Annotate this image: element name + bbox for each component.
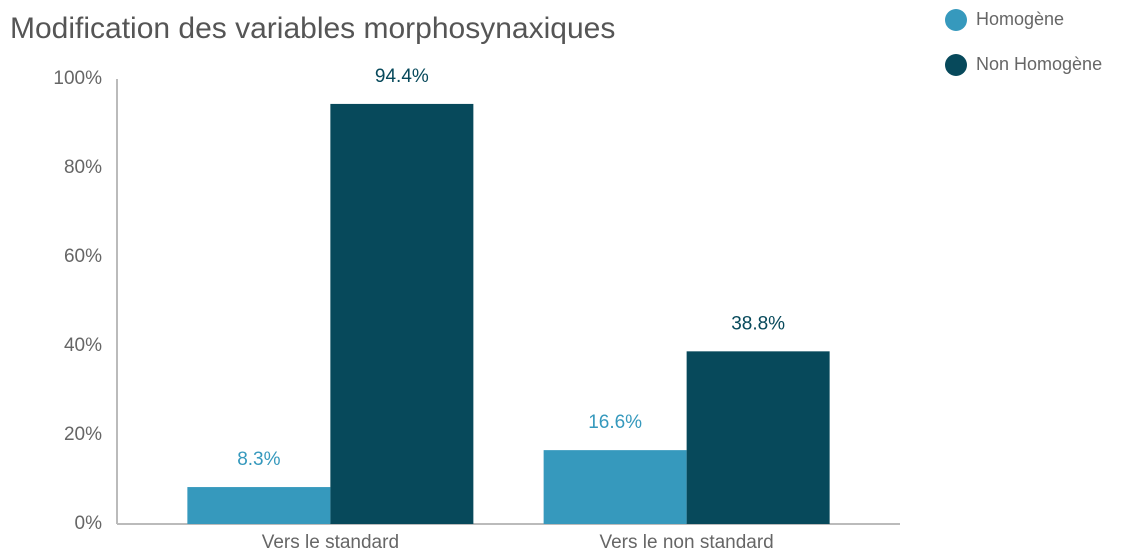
legend-marker <box>945 9 967 31</box>
chart-title: Modification des variables morphosynaxiq… <box>10 12 615 45</box>
legend-marker <box>945 54 967 76</box>
bar <box>543 450 687 524</box>
bar <box>187 487 331 524</box>
value-label: 16.6% <box>588 412 642 433</box>
value-label: 94.4% <box>375 66 429 87</box>
y-tick-label: 80% <box>64 157 102 178</box>
x-tick-label: Vers le standard <box>262 532 399 552</box>
value-label: 38.8% <box>731 313 785 334</box>
y-tick-label: 60% <box>64 246 102 267</box>
bar <box>330 103 474 525</box>
y-tick-label: 40% <box>64 335 102 356</box>
y-tick-label: 100% <box>53 68 102 89</box>
y-tick-label: 0% <box>75 513 103 534</box>
value-label: 8.3% <box>237 449 280 470</box>
y-tick-label: 20% <box>64 424 102 445</box>
legend-label: Non Homogène <box>976 54 1102 74</box>
bar <box>686 351 830 524</box>
x-tick-label: Vers le non standard <box>599 532 773 552</box>
legend-label: Homogène <box>976 9 1064 29</box>
